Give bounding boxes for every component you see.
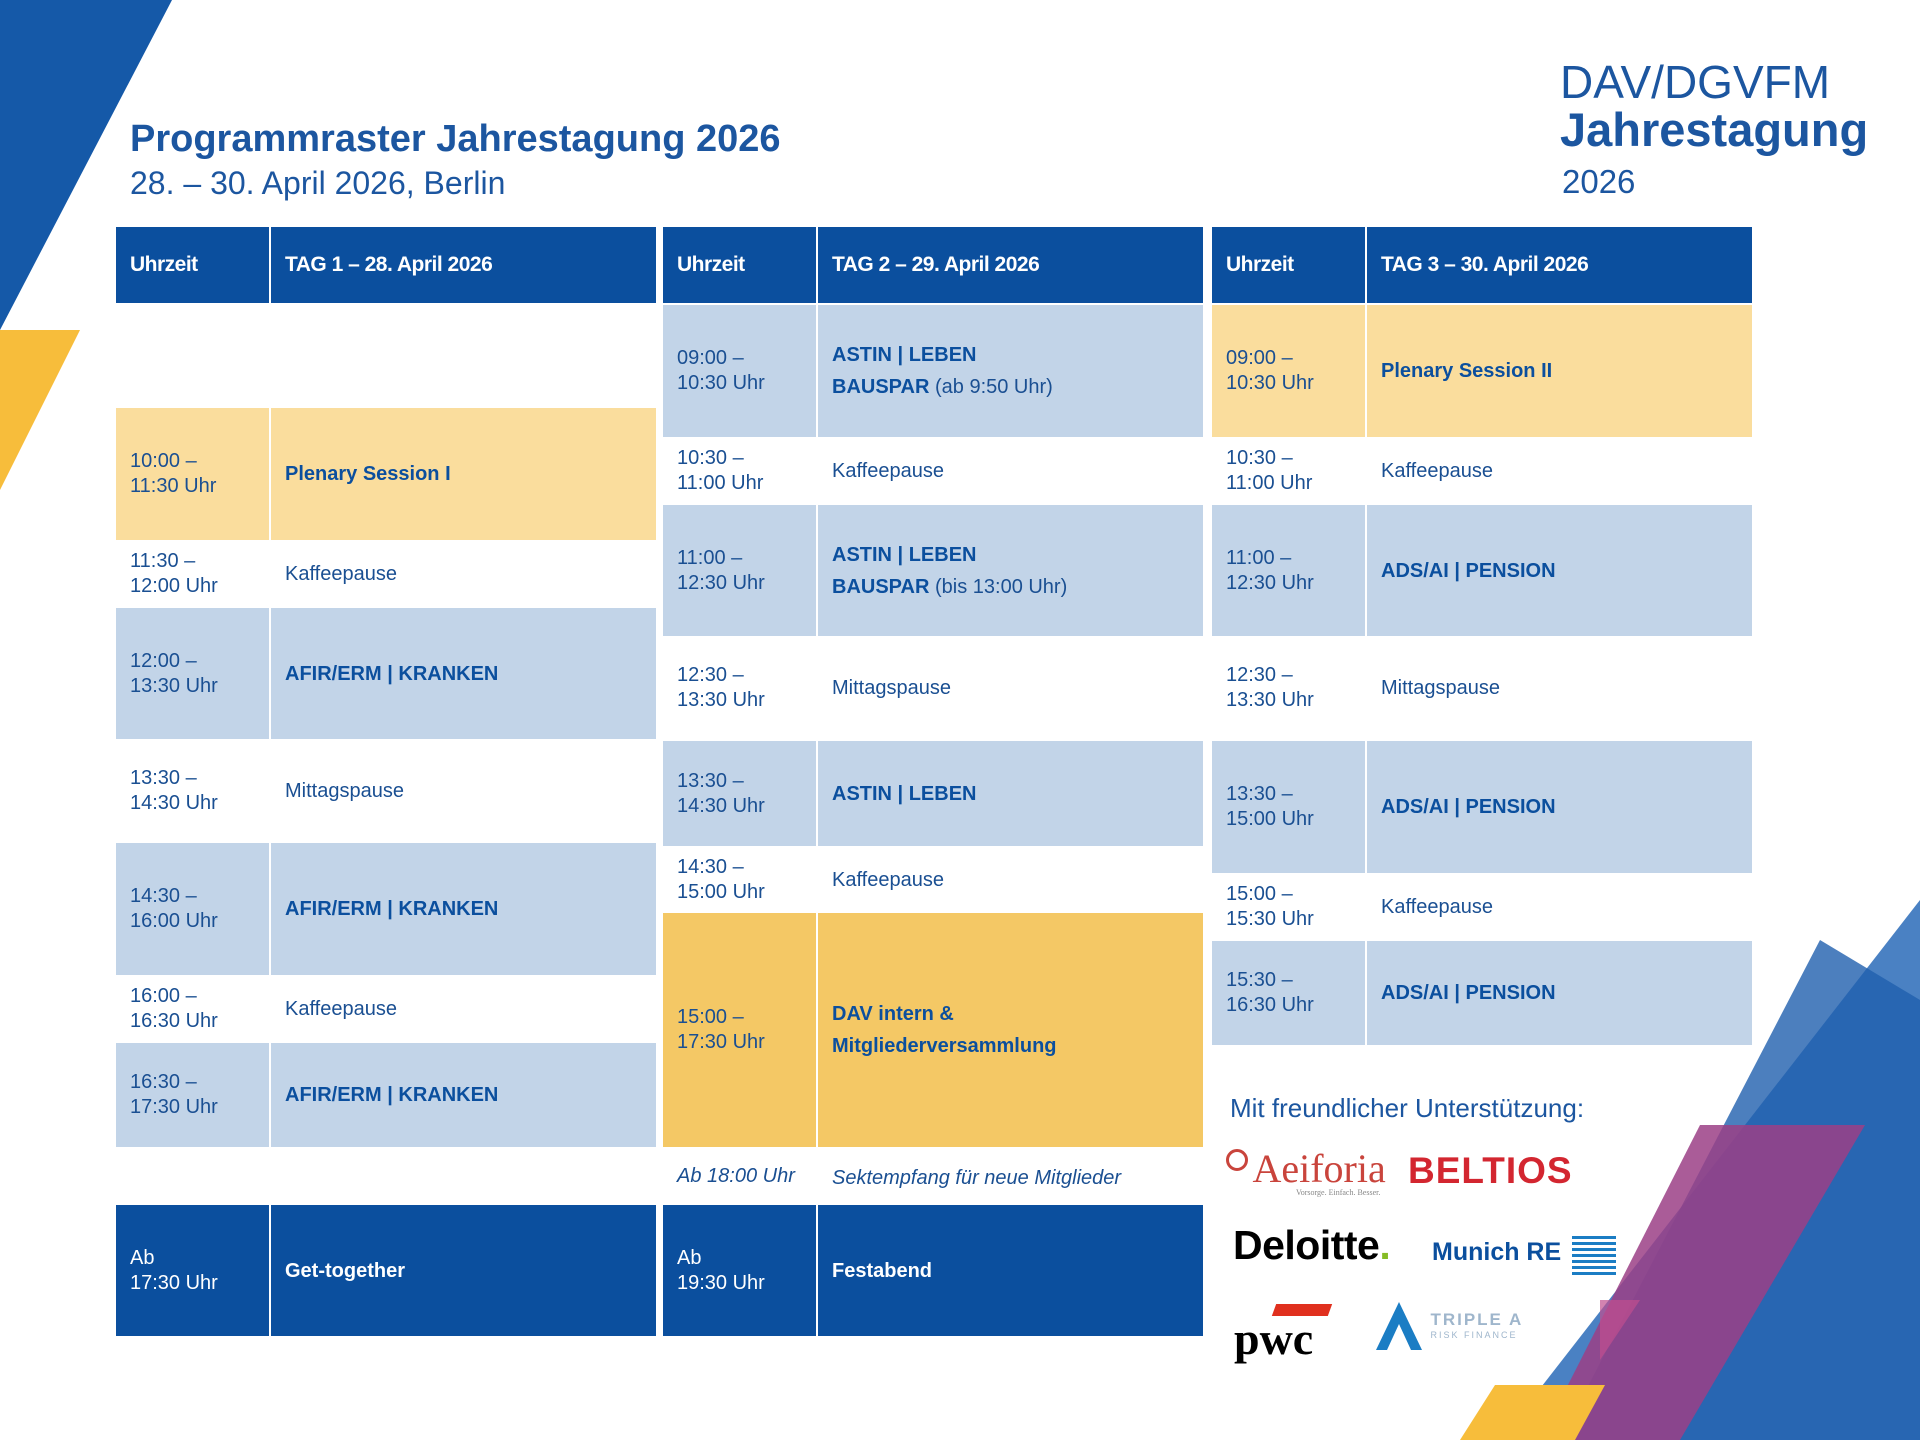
pwc-accent-icon — [1271, 1304, 1333, 1316]
day1-row8-event: Get-together — [271, 1205, 656, 1336]
day1-row2-event: Kaffeepause — [285, 563, 397, 585]
day3-row6-event: Kaffeepause — [1381, 896, 1493, 918]
beltios-logo: BELTIOS — [1408, 1150, 1573, 1191]
day3-row5-event: ADS/AI | PENSION — [1367, 741, 1752, 873]
day1-row6-event: Kaffeepause — [285, 998, 397, 1020]
page-title: Programmraster Jahrestagung 2026 — [130, 118, 781, 160]
aeiforia-name: Aeiforia — [1252, 1146, 1386, 1191]
day1-row5-event: AFIR/ERM | KRANKEN — [271, 843, 656, 975]
day2-row9-event: Festabend — [818, 1205, 1203, 1336]
day3-row1-time: 09:00 – 10:30 Uhr — [1212, 305, 1365, 437]
day2-row1-event-note: (ab 9:50 Uhr) — [929, 376, 1053, 398]
day1-row8-time: Ab 17:30 Uhr — [116, 1205, 269, 1336]
day2-row9-time: Ab 19:30 Uhr — [663, 1205, 816, 1336]
day2-row4-event: Mittagspause — [832, 677, 951, 699]
sponsors-title: Mit freundlicher Unterstützung: — [1230, 1093, 1585, 1123]
day3-row2-time: 10:30 – 11:00 Uhr — [1226, 447, 1313, 494]
day2-row5-time: 13:30 – 14:30 Uhr — [663, 741, 816, 846]
day1-row4-event: Mittagspause — [285, 780, 404, 802]
day1-row3-time: 12:00 – 13:30 Uhr — [116, 608, 269, 739]
triple-a-name: TRIPLE A — [1430, 1310, 1524, 1329]
day1-row5-time: 14:30 – 16:00 Uhr — [116, 843, 269, 975]
day2-row3-time: 11:00 – 12:30 Uhr — [663, 505, 816, 636]
day2-row6-time: 14:30 – 15:00 Uhr — [677, 856, 765, 903]
day1-row7-time: 16:30 – 17:30 Uhr — [116, 1043, 269, 1147]
day2-row1-time: 09:00 – 10:30 Uhr — [663, 305, 816, 437]
day3-row5-time: 13:30 – 15:00 Uhr — [1212, 741, 1365, 873]
day1-day-header: TAG 1 – 28. April 2026 — [271, 227, 656, 303]
aeiforia-tagline: Vorsorge. Einfach. Besser. — [1296, 1188, 1381, 1197]
day1-row1-time: 10:00 – 11:30 Uhr — [116, 408, 269, 540]
day2-row1-event: ASTIN | LEBEN BAUSPAR (ab 9:50 Uhr) — [818, 305, 1203, 437]
day2-row3-event: ASTIN | LEBEN BAUSPAR (bis 13:00 Uhr) — [818, 505, 1203, 636]
deloitte-dot: . — [1379, 1222, 1391, 1268]
pwc-name: pwc — [1234, 1313, 1314, 1364]
munich-re-icon — [1571, 1236, 1616, 1276]
day1-row2-time: 11:30 – 12:00 Uhr — [130, 550, 218, 597]
day1-row4-time: 13:30 – 14:30 Uhr — [130, 767, 218, 814]
day2-row3-event-line2: BAUSPAR — [832, 575, 930, 598]
day2-row2-event: Kaffeepause — [832, 460, 944, 482]
day1-row3-event: AFIR/ERM | KRANKEN — [271, 608, 656, 739]
day2-row1-event-line2: BAUSPAR — [832, 376, 930, 398]
day1-row1-event: Plenary Session I — [271, 408, 656, 540]
day3-day-header: TAG 3 – 30. April 2026 — [1367, 227, 1752, 303]
day3-row7-time: 15:30 – 16:30 Uhr — [1212, 941, 1365, 1045]
day3-row4-event: Mittagspause — [1381, 677, 1500, 699]
day2-row5-event: ASTIN | LEBEN — [818, 741, 1203, 846]
day3-row7-event: ADS/AI | PENSION — [1367, 941, 1752, 1045]
pwc-logo: pwc — [1234, 1300, 1333, 1365]
day2-row1-event-line1: ASTIN | LEBEN — [832, 344, 977, 366]
day2-row3-event-line1: ASTIN | LEBEN — [832, 543, 977, 566]
day2-row8-time: Ab 18:00 Uhr — [677, 1164, 795, 1187]
day1-row6-time: 16:00 – 16:30 Uhr — [130, 985, 218, 1032]
day2-row7-event: DAV intern & Mitgliederversammlung — [818, 913, 1203, 1147]
triple-a-sub: RISK FINANCE — [1430, 1330, 1518, 1340]
day3-row4-time: 12:30 – 13:30 Uhr — [1226, 664, 1314, 711]
day2-time-header: Uhrzeit — [663, 227, 816, 303]
day2-row7-time: 15:00 – 17:30 Uhr — [663, 913, 816, 1147]
day2-row4-time: 12:30 – 13:30 Uhr — [677, 664, 765, 711]
day3-row1-event: Plenary Session II — [1367, 305, 1752, 437]
day2-row8-event: Sektempfang für neue Mitglieder — [832, 1167, 1122, 1189]
day3-row3-event: ADS/AI | PENSION — [1367, 505, 1752, 636]
deloitte-name: Deloitte — [1233, 1222, 1380, 1268]
munich-re-logo: Munich RE — [1432, 1236, 1616, 1276]
deloitte-logo: Deloitte. — [1233, 1222, 1391, 1269]
event-logo-line1: DAV/DGVFM — [1560, 56, 1831, 108]
munich-re-name: Munich RE — [1432, 1238, 1562, 1267]
triple-a-logo: TRIPLE A RISK FINANCE — [1376, 1300, 1523, 1350]
day2-row3-event-note: (bis 13:00 Uhr) — [929, 575, 1068, 598]
day2-row2-time: 10:30 – 11:00 Uhr — [677, 447, 764, 494]
day3-time-header: Uhrzeit — [1212, 227, 1365, 303]
event-logo-line3: 2026 — [1562, 163, 1636, 200]
aeiforia-icon — [1226, 1149, 1248, 1171]
day3-row6-time: 15:00 – 15:30 Uhr — [1226, 883, 1314, 930]
triple-a-icon — [1376, 1302, 1422, 1350]
day3-row3-time: 11:00 – 12:30 Uhr — [1212, 505, 1365, 636]
day3-row2-event: Kaffeepause — [1381, 460, 1493, 482]
aeiforia-logo: Aeiforia Vorsorge. Einfach. Besser. — [1226, 1145, 1386, 1197]
day1-time-header: Uhrzeit — [116, 227, 269, 303]
day2-day-header: TAG 2 – 29. April 2026 — [818, 227, 1203, 303]
event-logo-line2: Jahrestagung — [1560, 103, 1869, 156]
day1-row7-event: AFIR/ERM | KRANKEN — [271, 1043, 656, 1147]
page-subtitle: 28. – 30. April 2026, Berlin — [130, 165, 506, 201]
day2-row6-event: Kaffeepause — [832, 869, 944, 891]
